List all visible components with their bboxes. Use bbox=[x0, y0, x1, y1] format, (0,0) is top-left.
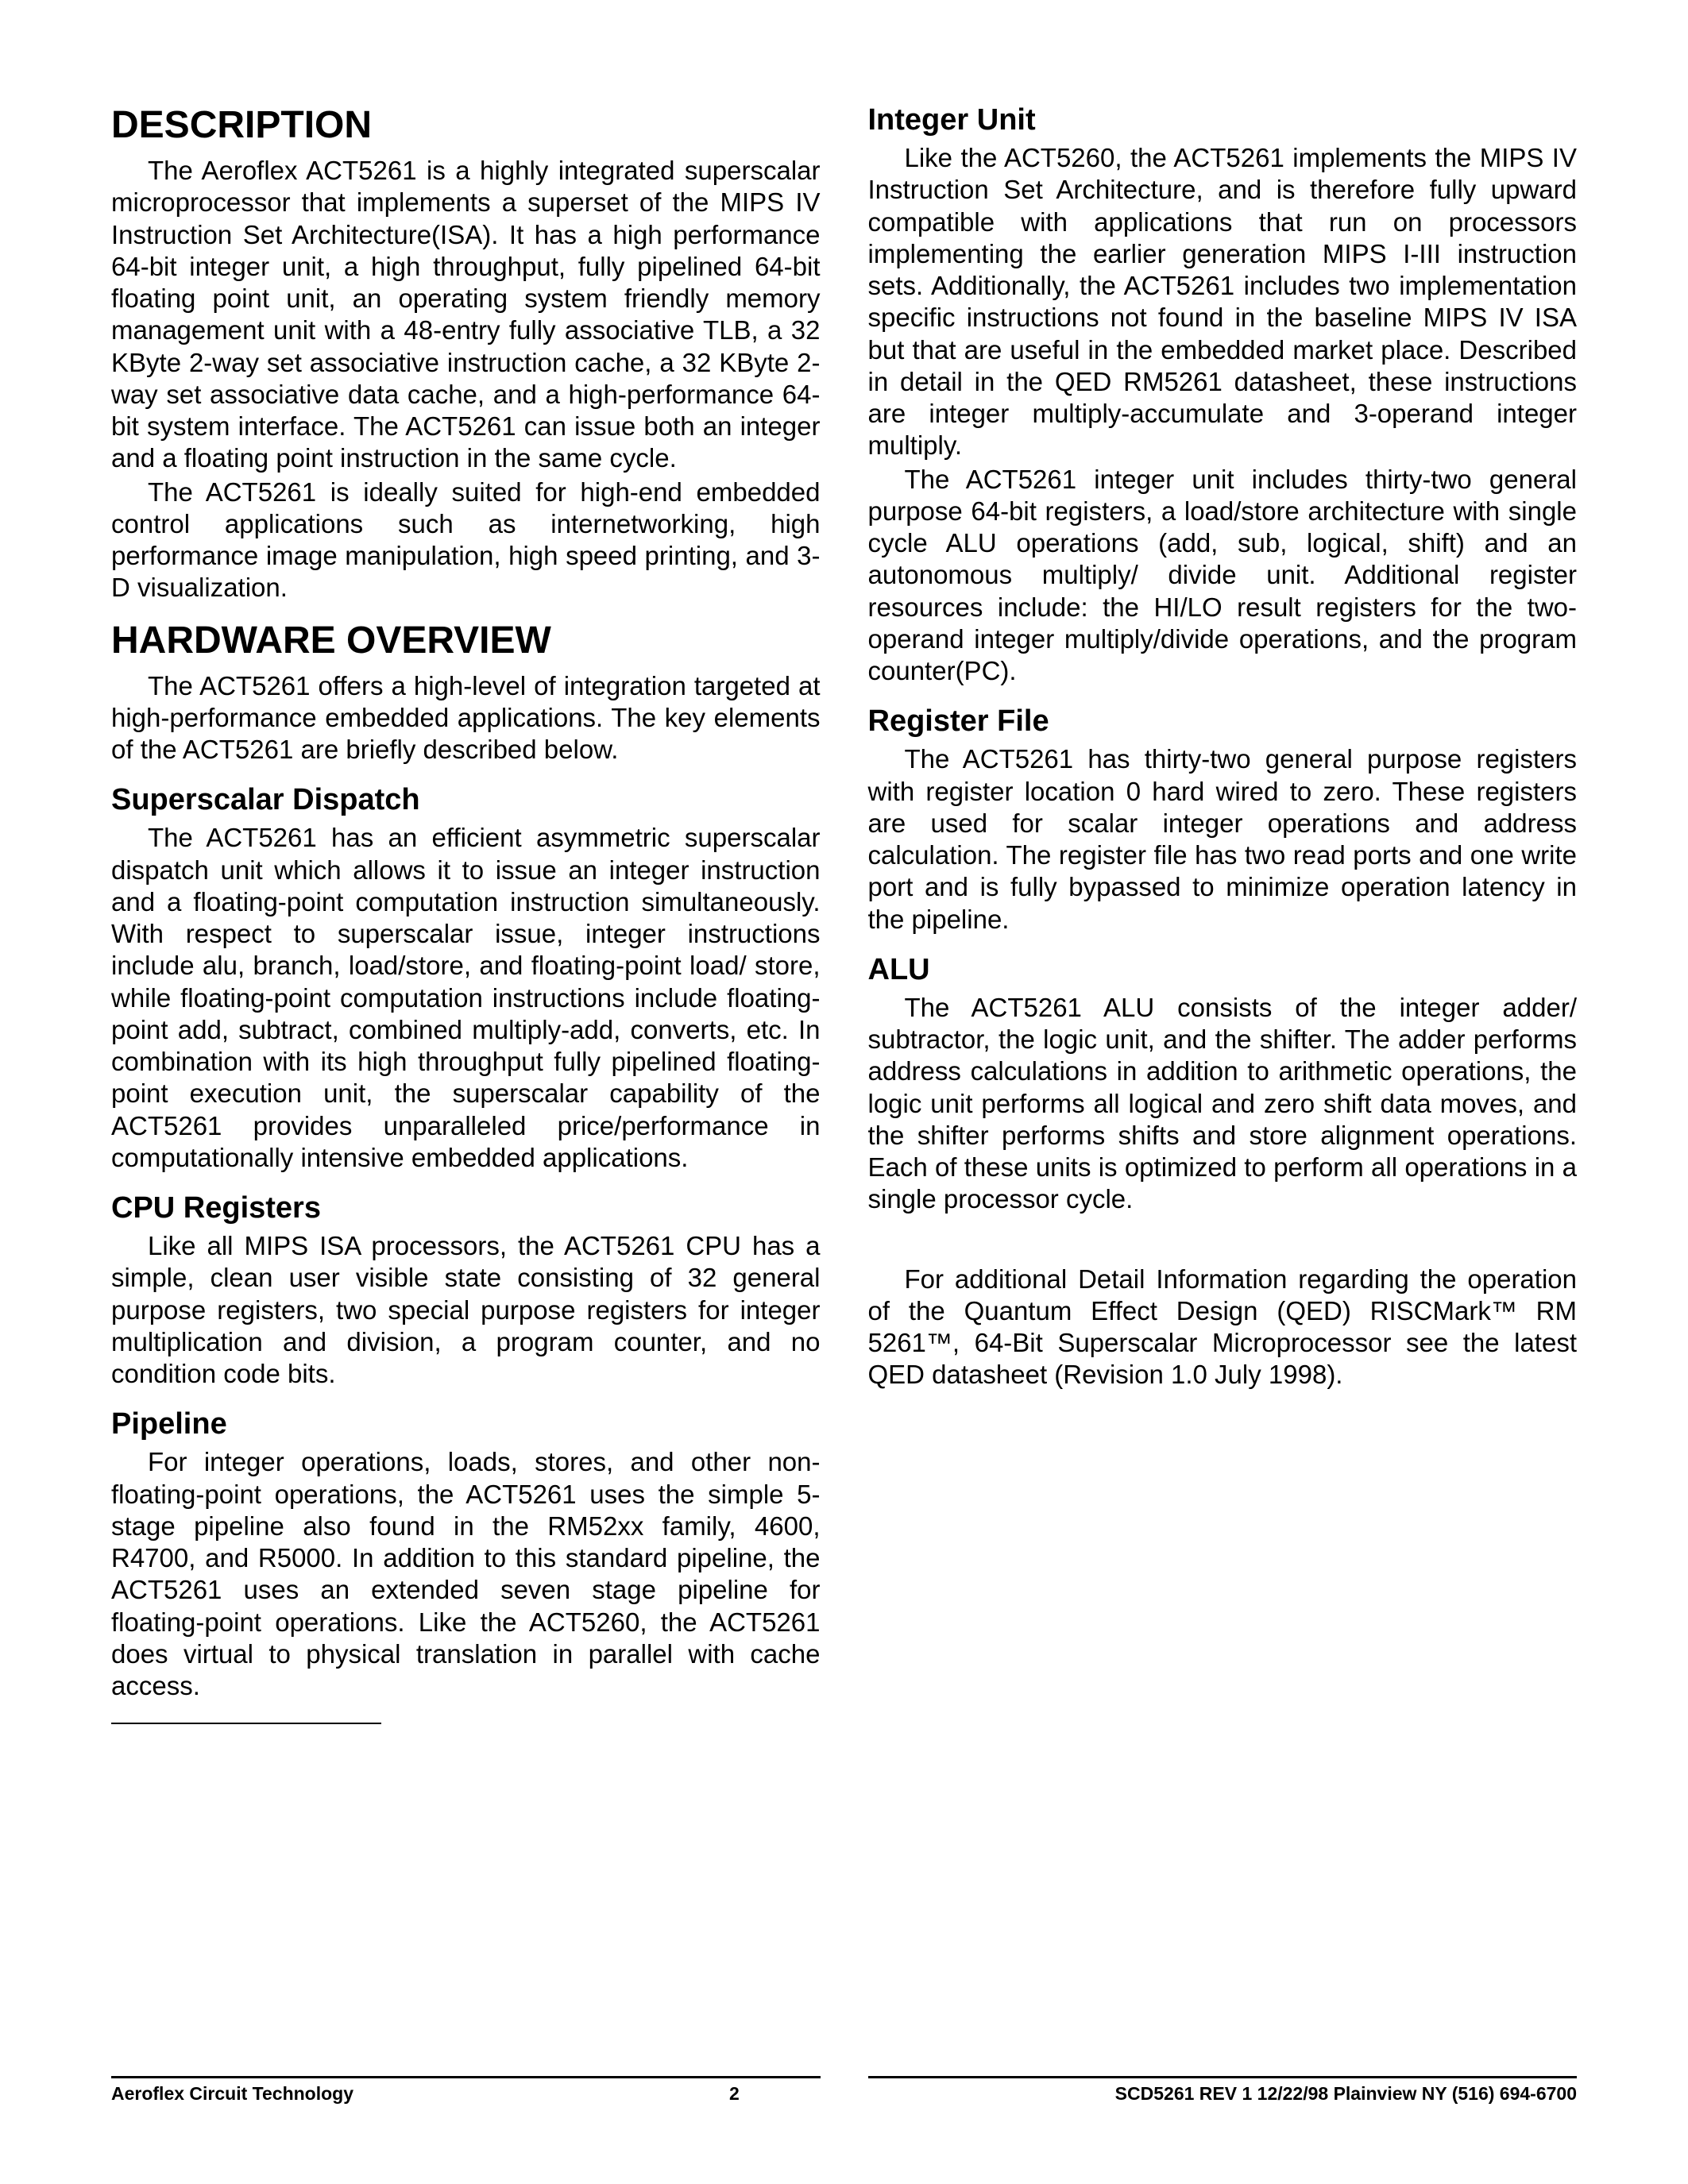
right-column: Integer Unit Like the ACT5260, the ACT52… bbox=[868, 103, 1578, 1724]
heading-cpu-registers: CPU Registers bbox=[111, 1191, 821, 1225]
heading-superscalar-dispatch: Superscalar Dispatch bbox=[111, 783, 821, 817]
paragraph: For integer operations, loads, stores, a… bbox=[111, 1446, 821, 1702]
footer-rule-left bbox=[111, 2076, 821, 2078]
heading-description: DESCRIPTION bbox=[111, 103, 821, 147]
horizontal-rule bbox=[111, 1723, 381, 1724]
paragraph: The ACT5261 is ideally suited for high-e… bbox=[111, 477, 821, 604]
page-body: DESCRIPTION The Aeroflex ACT5261 is a hi… bbox=[0, 0, 1688, 1724]
paragraph: Like the ACT5260, the ACT5261 implements… bbox=[868, 142, 1578, 462]
paragraph: The ACT5261 has thirty-two general purpo… bbox=[868, 743, 1578, 936]
footer-line: Aeroflex Circuit Technology 2 SCD5261 RE… bbox=[111, 2083, 1577, 2105]
footer-right-text: SCD5261 REV 1 12/22/98 Plainview NY (516… bbox=[1115, 2083, 1577, 2105]
paragraph: The ACT5261 offers a high-level of integ… bbox=[111, 670, 821, 766]
footer-rules bbox=[111, 2076, 1577, 2078]
left-column: DESCRIPTION The Aeroflex ACT5261 is a hi… bbox=[111, 103, 821, 1724]
page-footer: Aeroflex Circuit Technology 2 SCD5261 RE… bbox=[111, 2076, 1577, 2105]
heading-hardware-overview: HARDWARE OVERVIEW bbox=[111, 619, 821, 662]
paragraph: The ACT5261 has an efficient asymmetric … bbox=[111, 822, 821, 1174]
page-number: 2 bbox=[353, 2083, 1115, 2105]
heading-integer-unit: Integer Unit bbox=[868, 103, 1578, 137]
paragraph: The ACT5261 integer unit includes thirty… bbox=[868, 464, 1578, 688]
footer-rule-right bbox=[868, 2076, 1578, 2078]
heading-pipeline: Pipeline bbox=[111, 1407, 821, 1441]
heading-alu: ALU bbox=[868, 953, 1578, 987]
paragraph: The Aeroflex ACT5261 is a highly integra… bbox=[111, 155, 821, 475]
paragraph: Like all MIPS ISA processors, the ACT526… bbox=[111, 1230, 821, 1390]
paragraph: For additional Detail Information regard… bbox=[868, 1264, 1578, 1391]
heading-register-file: Register File bbox=[868, 704, 1578, 739]
paragraph: The ACT5261 ALU consists of the integer … bbox=[868, 992, 1578, 1216]
footer-left-text: Aeroflex Circuit Technology bbox=[111, 2083, 353, 2105]
